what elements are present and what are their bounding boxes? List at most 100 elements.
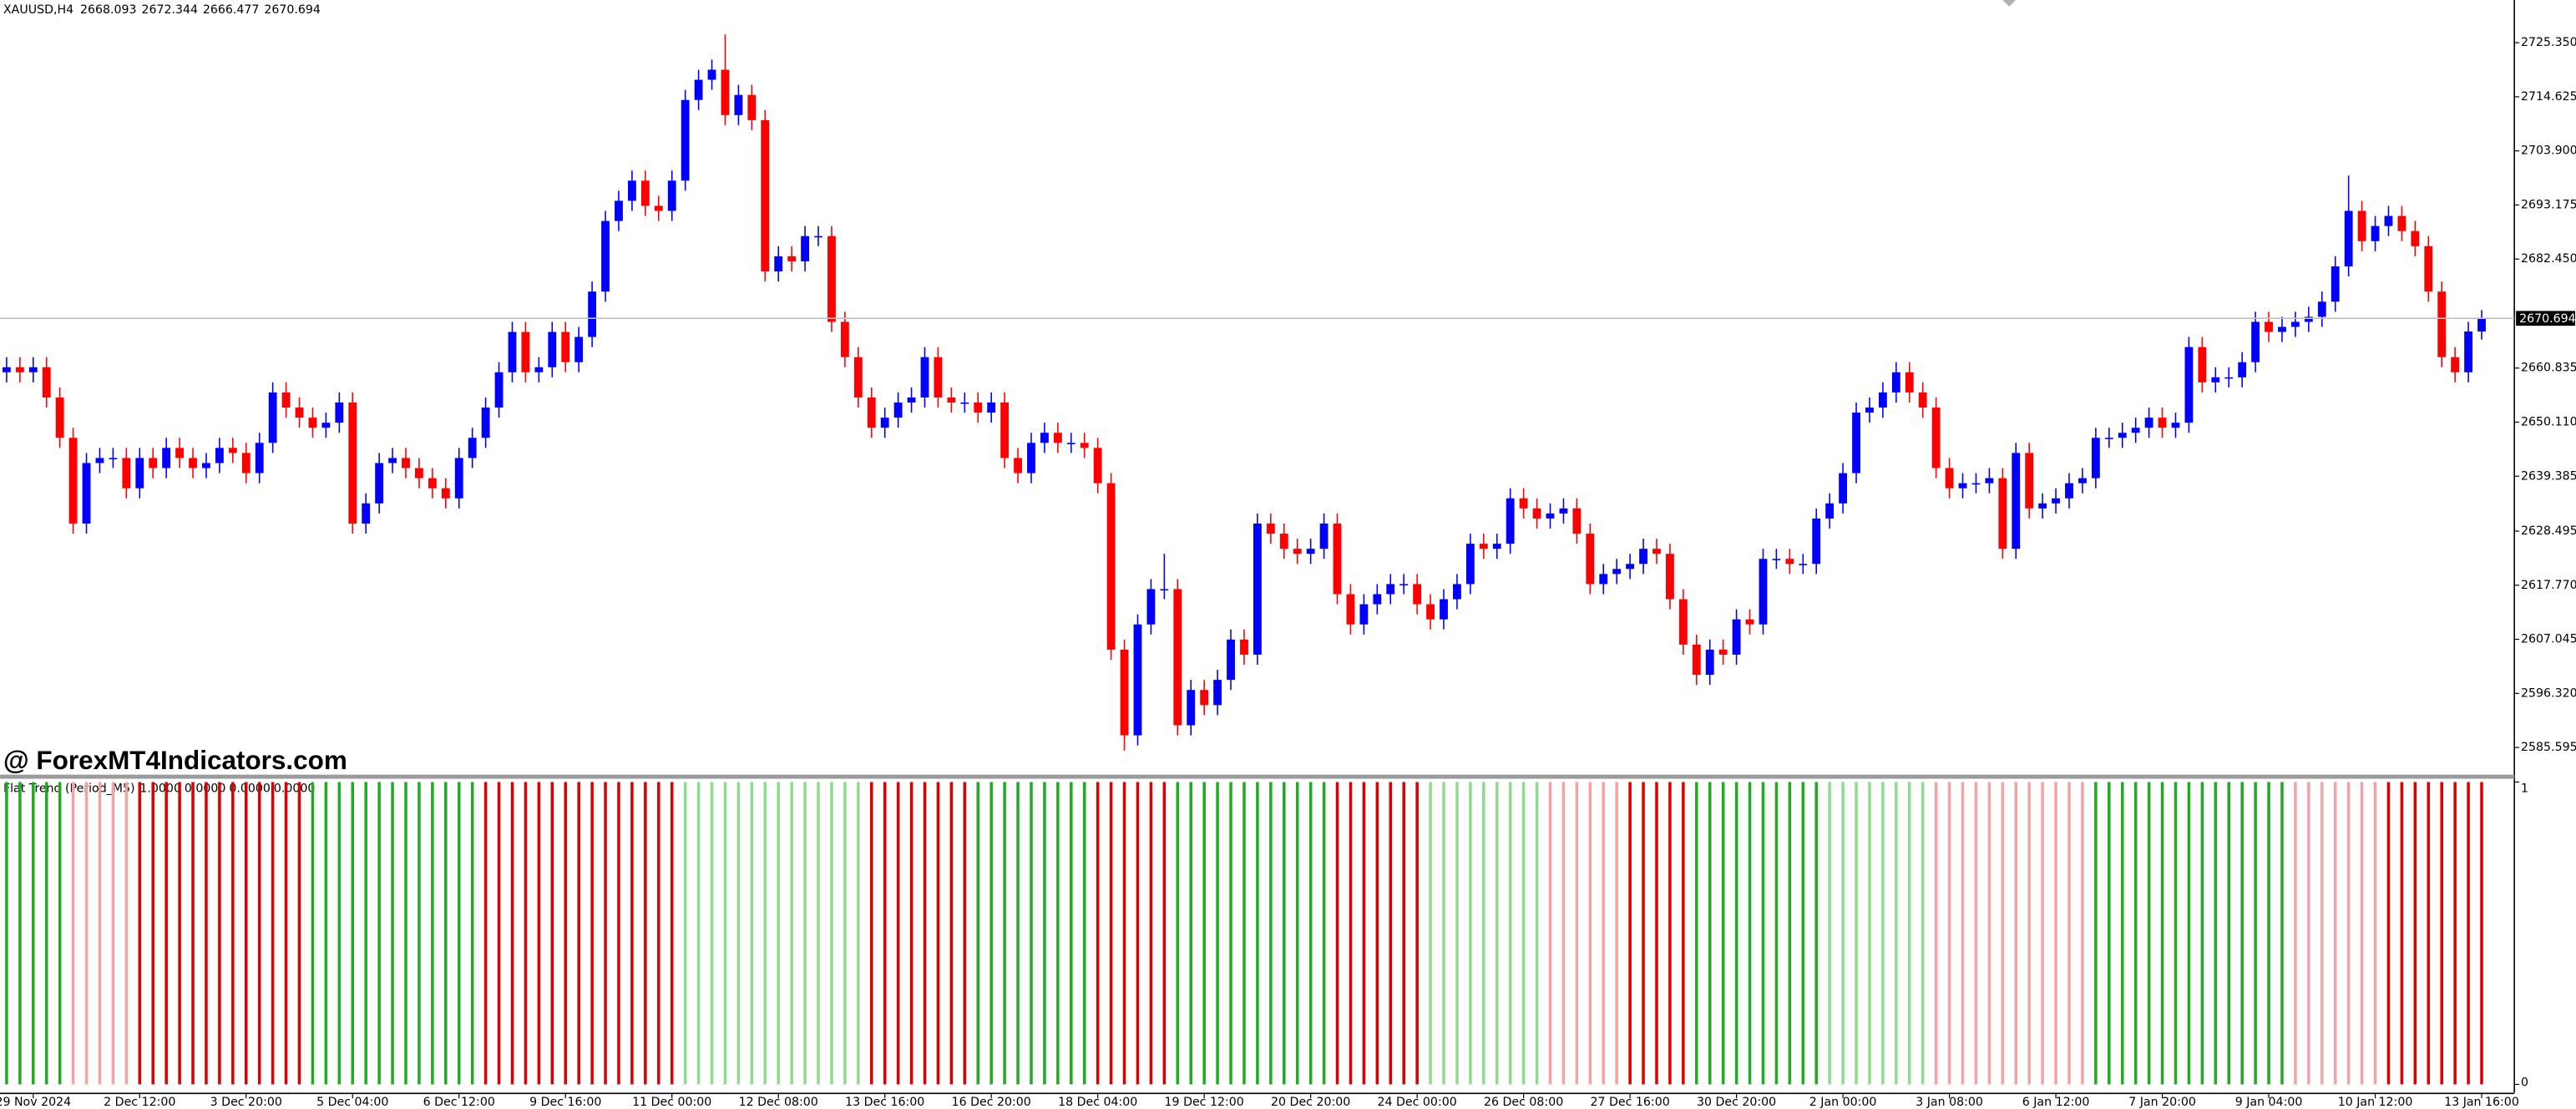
- candle-body: [1386, 584, 1395, 595]
- indicator-bar: [2267, 782, 2270, 1085]
- candle-body: [974, 403, 983, 413]
- candle-body: [2118, 433, 2127, 438]
- indicator-bar: [564, 782, 568, 1085]
- indicator-bar: [710, 782, 714, 1085]
- candle-body: [1985, 478, 1994, 484]
- indicator-bar: [1283, 782, 1286, 1085]
- candle-body: [934, 357, 943, 398]
- candle-body: [827, 235, 836, 322]
- indicator-bar: [84, 782, 89, 1085]
- candle-body: [15, 367, 24, 372]
- indicator-bar: [1682, 782, 1685, 1085]
- indicator-bar: [1921, 782, 1925, 1085]
- indicator-bar: [311, 782, 315, 1085]
- candle-body: [574, 337, 584, 362]
- candle-body: [588, 291, 597, 337]
- indicator-bar: [524, 782, 528, 1085]
- indicator-bar: [1934, 782, 1938, 1085]
- indicator-bar: [2307, 782, 2310, 1085]
- candle-body: [2078, 478, 2087, 484]
- x-tick-label: 29 Nov 2024: [0, 1096, 71, 1109]
- candle-body: [1559, 508, 1568, 514]
- candle-body: [801, 235, 810, 261]
- candle-body: [2265, 322, 2273, 332]
- indicator-bar: [1575, 782, 1579, 1085]
- x-tick-label: 10 Jan 12:00: [2338, 1096, 2413, 1109]
- indicator-bar: [2427, 782, 2431, 1085]
- candle-body: [2451, 357, 2460, 372]
- candle-body: [281, 392, 291, 408]
- indicator-bar: [817, 782, 820, 1085]
- indicator-bar: [1602, 782, 1606, 1085]
- candle-body: [1093, 448, 1102, 484]
- indicator-bar: [2027, 782, 2031, 1085]
- indicator-bar: [1162, 782, 1167, 1085]
- indicator-bar: [1814, 782, 1818, 1085]
- indicator-bar: [1109, 782, 1113, 1085]
- indicator-bar: [577, 782, 580, 1085]
- candle-body: [2397, 215, 2406, 231]
- watermark: @ ForexMT4Indicators.com: [3, 746, 347, 775]
- indicator-y-tick-label: 1: [2521, 782, 2528, 795]
- candle-body: [787, 256, 797, 261]
- x-tick-label: 13 Jan 16:00: [2444, 1096, 2519, 1109]
- indicator-bar: [1482, 782, 1485, 1085]
- candle-body: [734, 94, 743, 115]
- indicator-bar: [2333, 782, 2337, 1085]
- x-tick-label: 13 Dec 16:00: [845, 1096, 924, 1109]
- buffer-value: 1.0000: [139, 782, 181, 795]
- x-tick-label: 7 Jan 20:00: [2128, 1096, 2196, 1109]
- y-tick-label: 2628.495: [2521, 524, 2576, 538]
- candle-body: [1333, 523, 1342, 595]
- indicator-bar: [510, 782, 514, 1085]
- candle-body: [1253, 523, 1262, 655]
- candle-body: [1532, 508, 1541, 519]
- indicator-bar: [58, 782, 62, 1085]
- indicator-bar: [1761, 782, 1765, 1085]
- indicator-bar: [830, 782, 833, 1085]
- indicator-bar: [1349, 782, 1353, 1085]
- candle-body: [893, 403, 903, 418]
- indicator-bar: [2108, 782, 2111, 1085]
- candle-body: [1040, 433, 1049, 443]
- indicator-bar: [191, 782, 195, 1085]
- candle-body: [42, 367, 51, 398]
- candle-body: [2304, 316, 2313, 322]
- indicator-bar: [590, 782, 594, 1085]
- indicator-bar: [497, 782, 501, 1085]
- indicator-bar: [2453, 782, 2457, 1085]
- candle-body: [1213, 680, 1222, 706]
- candle-body: [2464, 331, 2473, 372]
- indicator-bar: [244, 782, 248, 1085]
- candle-body: [1865, 408, 1874, 413]
- indicator-bar: [1402, 782, 1405, 1085]
- indicator-bar: [1561, 782, 1566, 1085]
- indicator-bar: [1335, 782, 1339, 1085]
- indicator-bar: [1415, 782, 1419, 1085]
- indicator-bar: [843, 782, 847, 1085]
- candle-body: [867, 397, 876, 428]
- candle-body: [1027, 443, 1035, 473]
- indicator-bar: [457, 782, 461, 1085]
- open-value: 2668.093: [80, 3, 137, 17]
- candle-body: [1106, 483, 1116, 650]
- candle-body: [1014, 458, 1022, 473]
- x-tick-label: 2 Dec 12:00: [104, 1096, 175, 1109]
- candle-body: [82, 463, 91, 524]
- candle-body: [2371, 225, 2380, 241]
- candle-body: [3, 367, 11, 372]
- candle-body: [1745, 619, 1754, 625]
- indicator-bar: [231, 782, 235, 1085]
- candle-body: [441, 488, 450, 499]
- indicator-bar: [1256, 782, 1259, 1085]
- indicator-bar: [1508, 782, 1512, 1085]
- indicator-bar: [2360, 782, 2364, 1085]
- candle-body: [521, 332, 530, 372]
- candle-body: [1639, 549, 1647, 565]
- indicator-bar: [2041, 782, 2044, 1085]
- candle-body: [1227, 639, 1235, 681]
- candle-body: [1759, 559, 1768, 625]
- indicator-bar: [2386, 782, 2391, 1085]
- candle-body: [481, 408, 490, 438]
